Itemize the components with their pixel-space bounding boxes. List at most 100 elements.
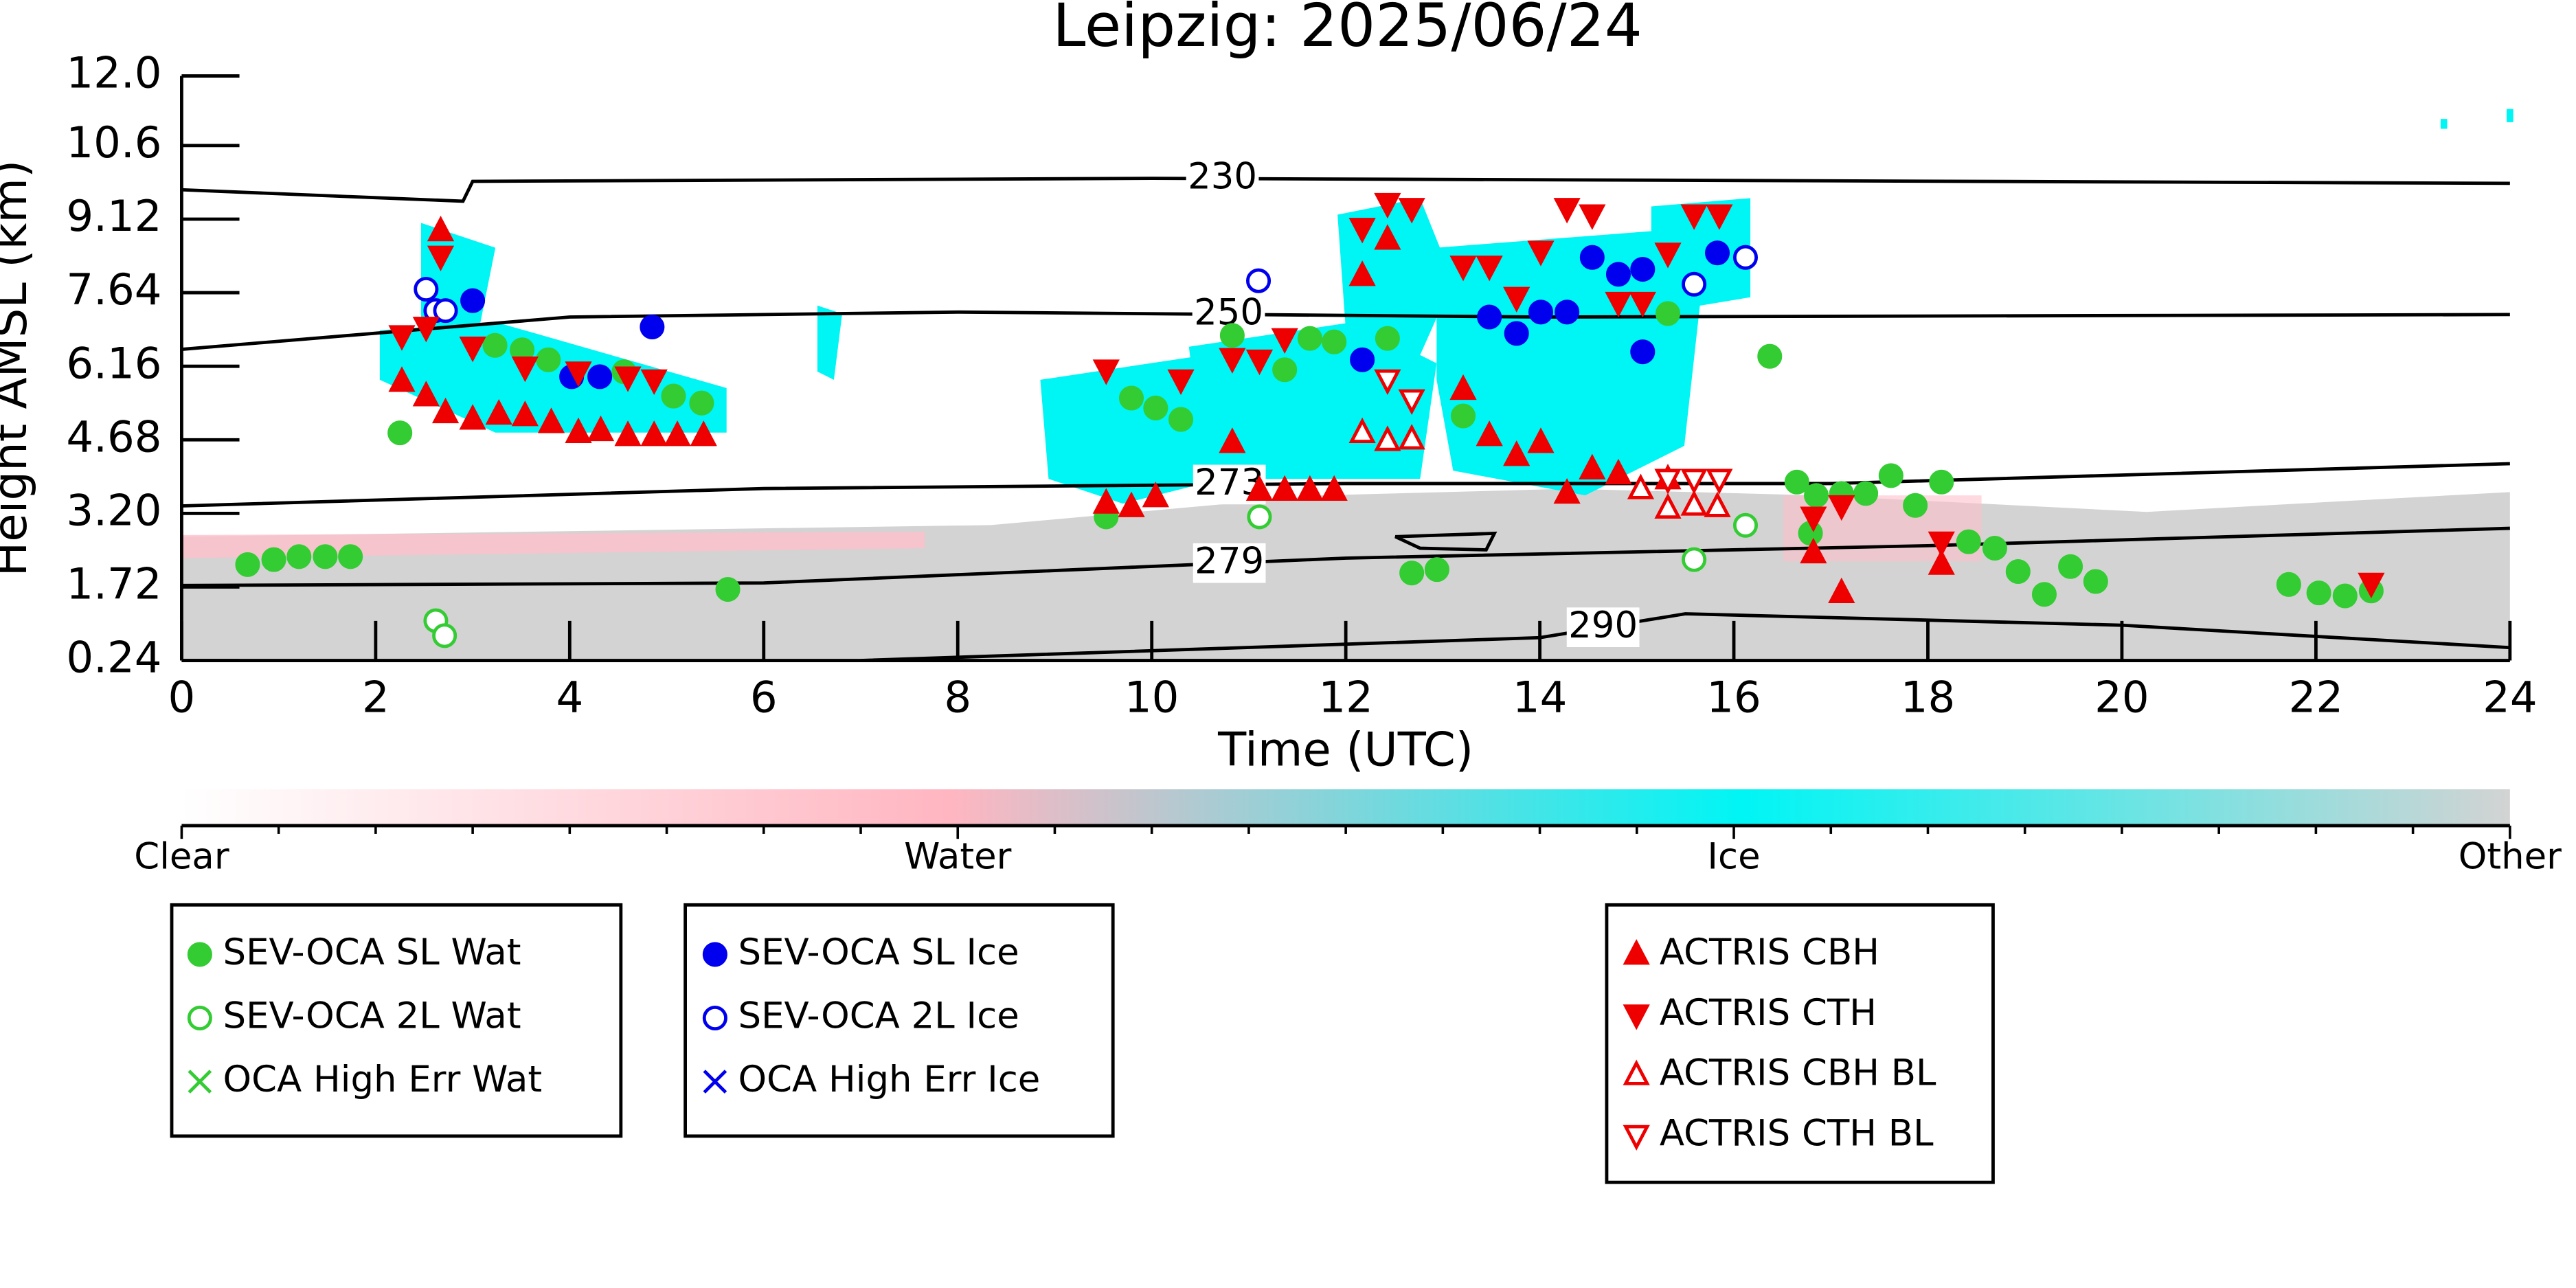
x-tick-label: 14 xyxy=(1513,672,1568,722)
colorbar-label: Other xyxy=(2459,836,2562,878)
x-tick-label: 24 xyxy=(2483,672,2538,722)
marker xyxy=(1630,339,1656,365)
marker xyxy=(640,369,668,396)
marker xyxy=(1654,242,1682,269)
marker xyxy=(1092,488,1120,514)
marker xyxy=(433,298,458,324)
marker xyxy=(1477,304,1502,330)
y-tick-label: 10.6 xyxy=(66,117,161,168)
marker xyxy=(1680,490,1708,516)
marker xyxy=(388,325,416,351)
colorbar-label: Clear xyxy=(134,836,229,878)
marker xyxy=(432,623,457,648)
y-tick-label: 1.72 xyxy=(66,559,161,609)
marker xyxy=(1654,468,1682,495)
marker xyxy=(387,420,413,446)
marker xyxy=(1168,407,1194,432)
x-tick-label: 18 xyxy=(1901,672,1956,722)
marker xyxy=(511,400,539,427)
marker xyxy=(1682,547,1707,572)
marker xyxy=(1853,481,1879,506)
legend-label: OCA High Err Wat xyxy=(223,1059,543,1100)
marker xyxy=(511,356,539,383)
marker xyxy=(1623,1004,1650,1030)
marker xyxy=(1706,468,1733,495)
marker xyxy=(1527,240,1555,267)
marker xyxy=(1296,475,1324,501)
marker xyxy=(640,314,665,340)
marker xyxy=(1219,427,1246,453)
marker xyxy=(460,288,486,313)
marker xyxy=(1903,493,1928,518)
x-tick-label: 4 xyxy=(556,672,583,722)
x-tick-label: 8 xyxy=(944,672,971,722)
legend-label: SEV-OCA SL Ice xyxy=(738,931,1019,973)
marker xyxy=(614,420,642,447)
marker xyxy=(2083,569,2108,594)
legend-label: ACTRIS CTH xyxy=(1660,992,1877,1034)
marker xyxy=(1167,369,1195,396)
x-axis-label: Time (UTC) xyxy=(1217,723,1473,777)
marker xyxy=(1503,286,1530,313)
marker xyxy=(1219,348,1246,374)
marker xyxy=(1348,260,1376,286)
marker xyxy=(313,544,338,569)
marker xyxy=(1503,440,1530,466)
marker xyxy=(427,245,455,271)
marker xyxy=(1579,245,1605,270)
marker xyxy=(1118,491,1145,517)
contour-label-bg xyxy=(1186,159,1259,199)
y-tick-label: 9.12 xyxy=(66,191,161,241)
marker xyxy=(1804,483,1829,508)
marker xyxy=(1143,395,1168,420)
cloud-mask xyxy=(181,109,2513,661)
marker xyxy=(715,577,741,602)
marker xyxy=(1680,468,1708,495)
x-tick-label: 10 xyxy=(1125,672,1179,722)
marker xyxy=(1878,463,1903,488)
x-tick-label: 20 xyxy=(2094,672,2149,722)
marker xyxy=(614,366,642,392)
marker xyxy=(1623,1059,1650,1085)
x-tick-label: 2 xyxy=(362,672,389,722)
marker xyxy=(338,544,363,569)
x-tick-label: 22 xyxy=(2289,672,2344,722)
marker xyxy=(2058,554,2083,579)
marker xyxy=(1828,577,1855,604)
marker xyxy=(1350,347,1375,372)
legend-label: ACTRIS CBH BL xyxy=(1660,1052,1936,1094)
marker xyxy=(702,1005,727,1030)
marker xyxy=(1784,469,1809,495)
legend-box xyxy=(170,903,623,1138)
legend-label: SEV-OCA SL Wat xyxy=(223,931,521,973)
contour-label-bg xyxy=(1193,543,1266,583)
marker xyxy=(587,415,615,442)
marker xyxy=(565,361,592,387)
marker xyxy=(1271,475,1298,501)
marker xyxy=(459,404,486,430)
marker xyxy=(187,942,212,967)
marker xyxy=(1245,475,1274,501)
marker xyxy=(187,1005,212,1030)
marker xyxy=(537,407,565,433)
marker xyxy=(587,364,613,389)
marker xyxy=(1398,389,1425,415)
marker xyxy=(1398,198,1425,224)
marker xyxy=(1553,478,1581,504)
y-tick-label: 4.68 xyxy=(66,411,161,462)
marker xyxy=(1271,328,1298,354)
contour-label-bg xyxy=(1566,607,1640,648)
marker xyxy=(1398,424,1425,450)
marker xyxy=(1247,504,1272,530)
legend-box xyxy=(1605,903,1995,1184)
marker xyxy=(485,399,512,425)
marker xyxy=(1476,256,1503,282)
marker xyxy=(261,547,286,572)
marker xyxy=(1375,326,1400,351)
marker xyxy=(1705,240,1730,266)
colorbar-label: Water xyxy=(904,836,1012,878)
marker xyxy=(1450,403,1476,429)
colorbar xyxy=(181,789,2510,826)
legend-label: SEV-OCA 2L Wat xyxy=(223,995,521,1037)
legend-box xyxy=(683,903,1115,1138)
